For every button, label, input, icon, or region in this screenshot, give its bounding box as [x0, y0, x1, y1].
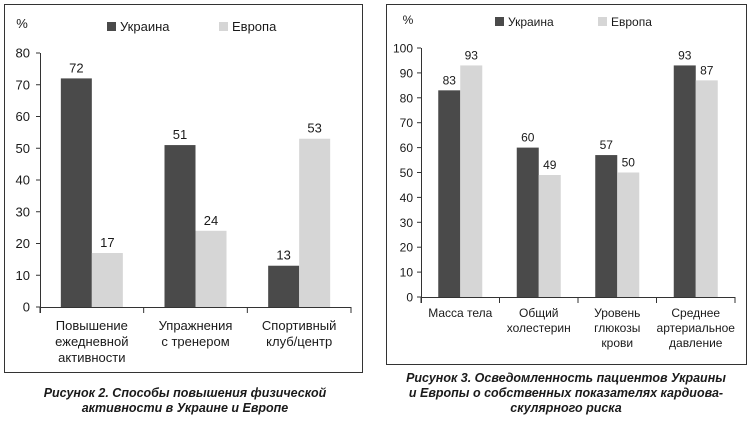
y-tick-label: 20 — [400, 241, 414, 255]
x-tick-label: с тренером — [161, 334, 229, 349]
bar — [595, 155, 618, 297]
y-tick-label: 100 — [393, 42, 413, 56]
bar — [91, 253, 123, 307]
x-tick-label: давление — [669, 336, 723, 350]
legend-swatch — [598, 17, 607, 26]
y-axis-label: % — [16, 16, 28, 31]
bar — [195, 230, 227, 307]
legend-label: Украина — [508, 15, 554, 29]
y-tick-label: 50 — [400, 166, 414, 180]
x-tick-label: клуб/центр — [266, 334, 332, 349]
data-label: 83 — [443, 73, 457, 87]
y-tick-label: 40 — [16, 173, 30, 188]
caption-line: и Европы о собственных показателях карди… — [408, 386, 724, 400]
bar — [268, 265, 300, 307]
y-tick-label: 90 — [400, 66, 414, 80]
legend-label: Украина — [120, 19, 170, 34]
data-label: 87 — [700, 63, 714, 77]
bar — [538, 174, 561, 297]
y-tick-label: 0 — [406, 291, 413, 305]
x-tick-label: Упражнения — [159, 318, 233, 333]
y-tick-label: 60 — [400, 141, 414, 155]
chart-frame — [4, 4, 363, 373]
y-axis-label: % — [403, 13, 414, 27]
bar — [617, 172, 640, 297]
legend-swatch — [495, 17, 504, 26]
y-tick-label: 30 — [400, 216, 414, 230]
legend-swatch — [219, 22, 228, 31]
caption-line: активности в Украине и Европе — [81, 401, 289, 415]
y-tick-label: 10 — [400, 266, 414, 280]
x-tick-label: ежедневной — [55, 334, 128, 349]
y-tick-label: 60 — [16, 109, 30, 124]
bar — [516, 147, 539, 297]
y-tick-label: 50 — [16, 141, 30, 156]
caption-line: Рисунок 3. Осведомленность пациентов Укр… — [406, 371, 726, 385]
caption-chart-2: Рисунок 3. Осведомленность пациентов Укр… — [382, 371, 750, 416]
legend-label: Европа — [232, 19, 277, 34]
legend-swatch — [107, 22, 116, 31]
caption-line: Рисунок 2. Способы повышения физической — [43, 386, 327, 400]
x-tick-label: Масса тела — [428, 306, 492, 320]
y-tick-label: 80 — [400, 91, 414, 105]
y-tick-label: 20 — [16, 236, 30, 251]
x-tick-label: глюкозы — [594, 321, 640, 335]
caption-line: скулярного риска — [510, 401, 622, 415]
data-label: 50 — [622, 156, 636, 170]
x-tick-label: Среднее — [671, 306, 720, 320]
data-label: 51 — [173, 127, 187, 142]
data-label: 24 — [204, 213, 218, 228]
data-label: 93 — [678, 48, 692, 62]
data-label: 57 — [600, 138, 614, 152]
data-label: 53 — [307, 121, 321, 136]
y-tick-label: 30 — [16, 204, 30, 219]
caption-chart-1: Рисунок 2. Способы повышения физической … — [10, 386, 360, 416]
data-label: 72 — [69, 60, 83, 75]
x-tick-label: артериальное — [657, 321, 736, 335]
bar — [164, 145, 196, 307]
data-label: 13 — [276, 248, 290, 263]
bar — [695, 80, 718, 298]
bar — [60, 78, 92, 308]
data-label: 93 — [465, 48, 479, 62]
chart-frame — [386, 4, 747, 365]
x-tick-label: Общий — [519, 306, 559, 320]
bar — [460, 65, 483, 298]
x-tick-label: Спортивный — [262, 318, 337, 333]
bar — [438, 90, 461, 297]
y-tick-label: 70 — [16, 77, 30, 92]
x-tick-label: Уровень — [594, 306, 640, 320]
y-tick-label: 70 — [400, 116, 414, 130]
bar — [673, 65, 696, 298]
legend-label: Европа — [611, 15, 652, 29]
x-tick-label: холестерин — [507, 321, 571, 335]
x-tick-label: Повышение — [56, 318, 128, 333]
data-label: 49 — [543, 158, 557, 172]
y-tick-label: 0 — [23, 300, 30, 315]
y-tick-label: 80 — [16, 46, 30, 61]
data-label: 60 — [521, 131, 535, 145]
y-tick-label: 40 — [400, 191, 414, 205]
data-label: 17 — [100, 235, 114, 250]
x-tick-label: крови — [601, 336, 633, 350]
x-tick-label: активности — [58, 350, 125, 365]
y-tick-label: 10 — [16, 268, 30, 283]
bar — [299, 138, 331, 307]
